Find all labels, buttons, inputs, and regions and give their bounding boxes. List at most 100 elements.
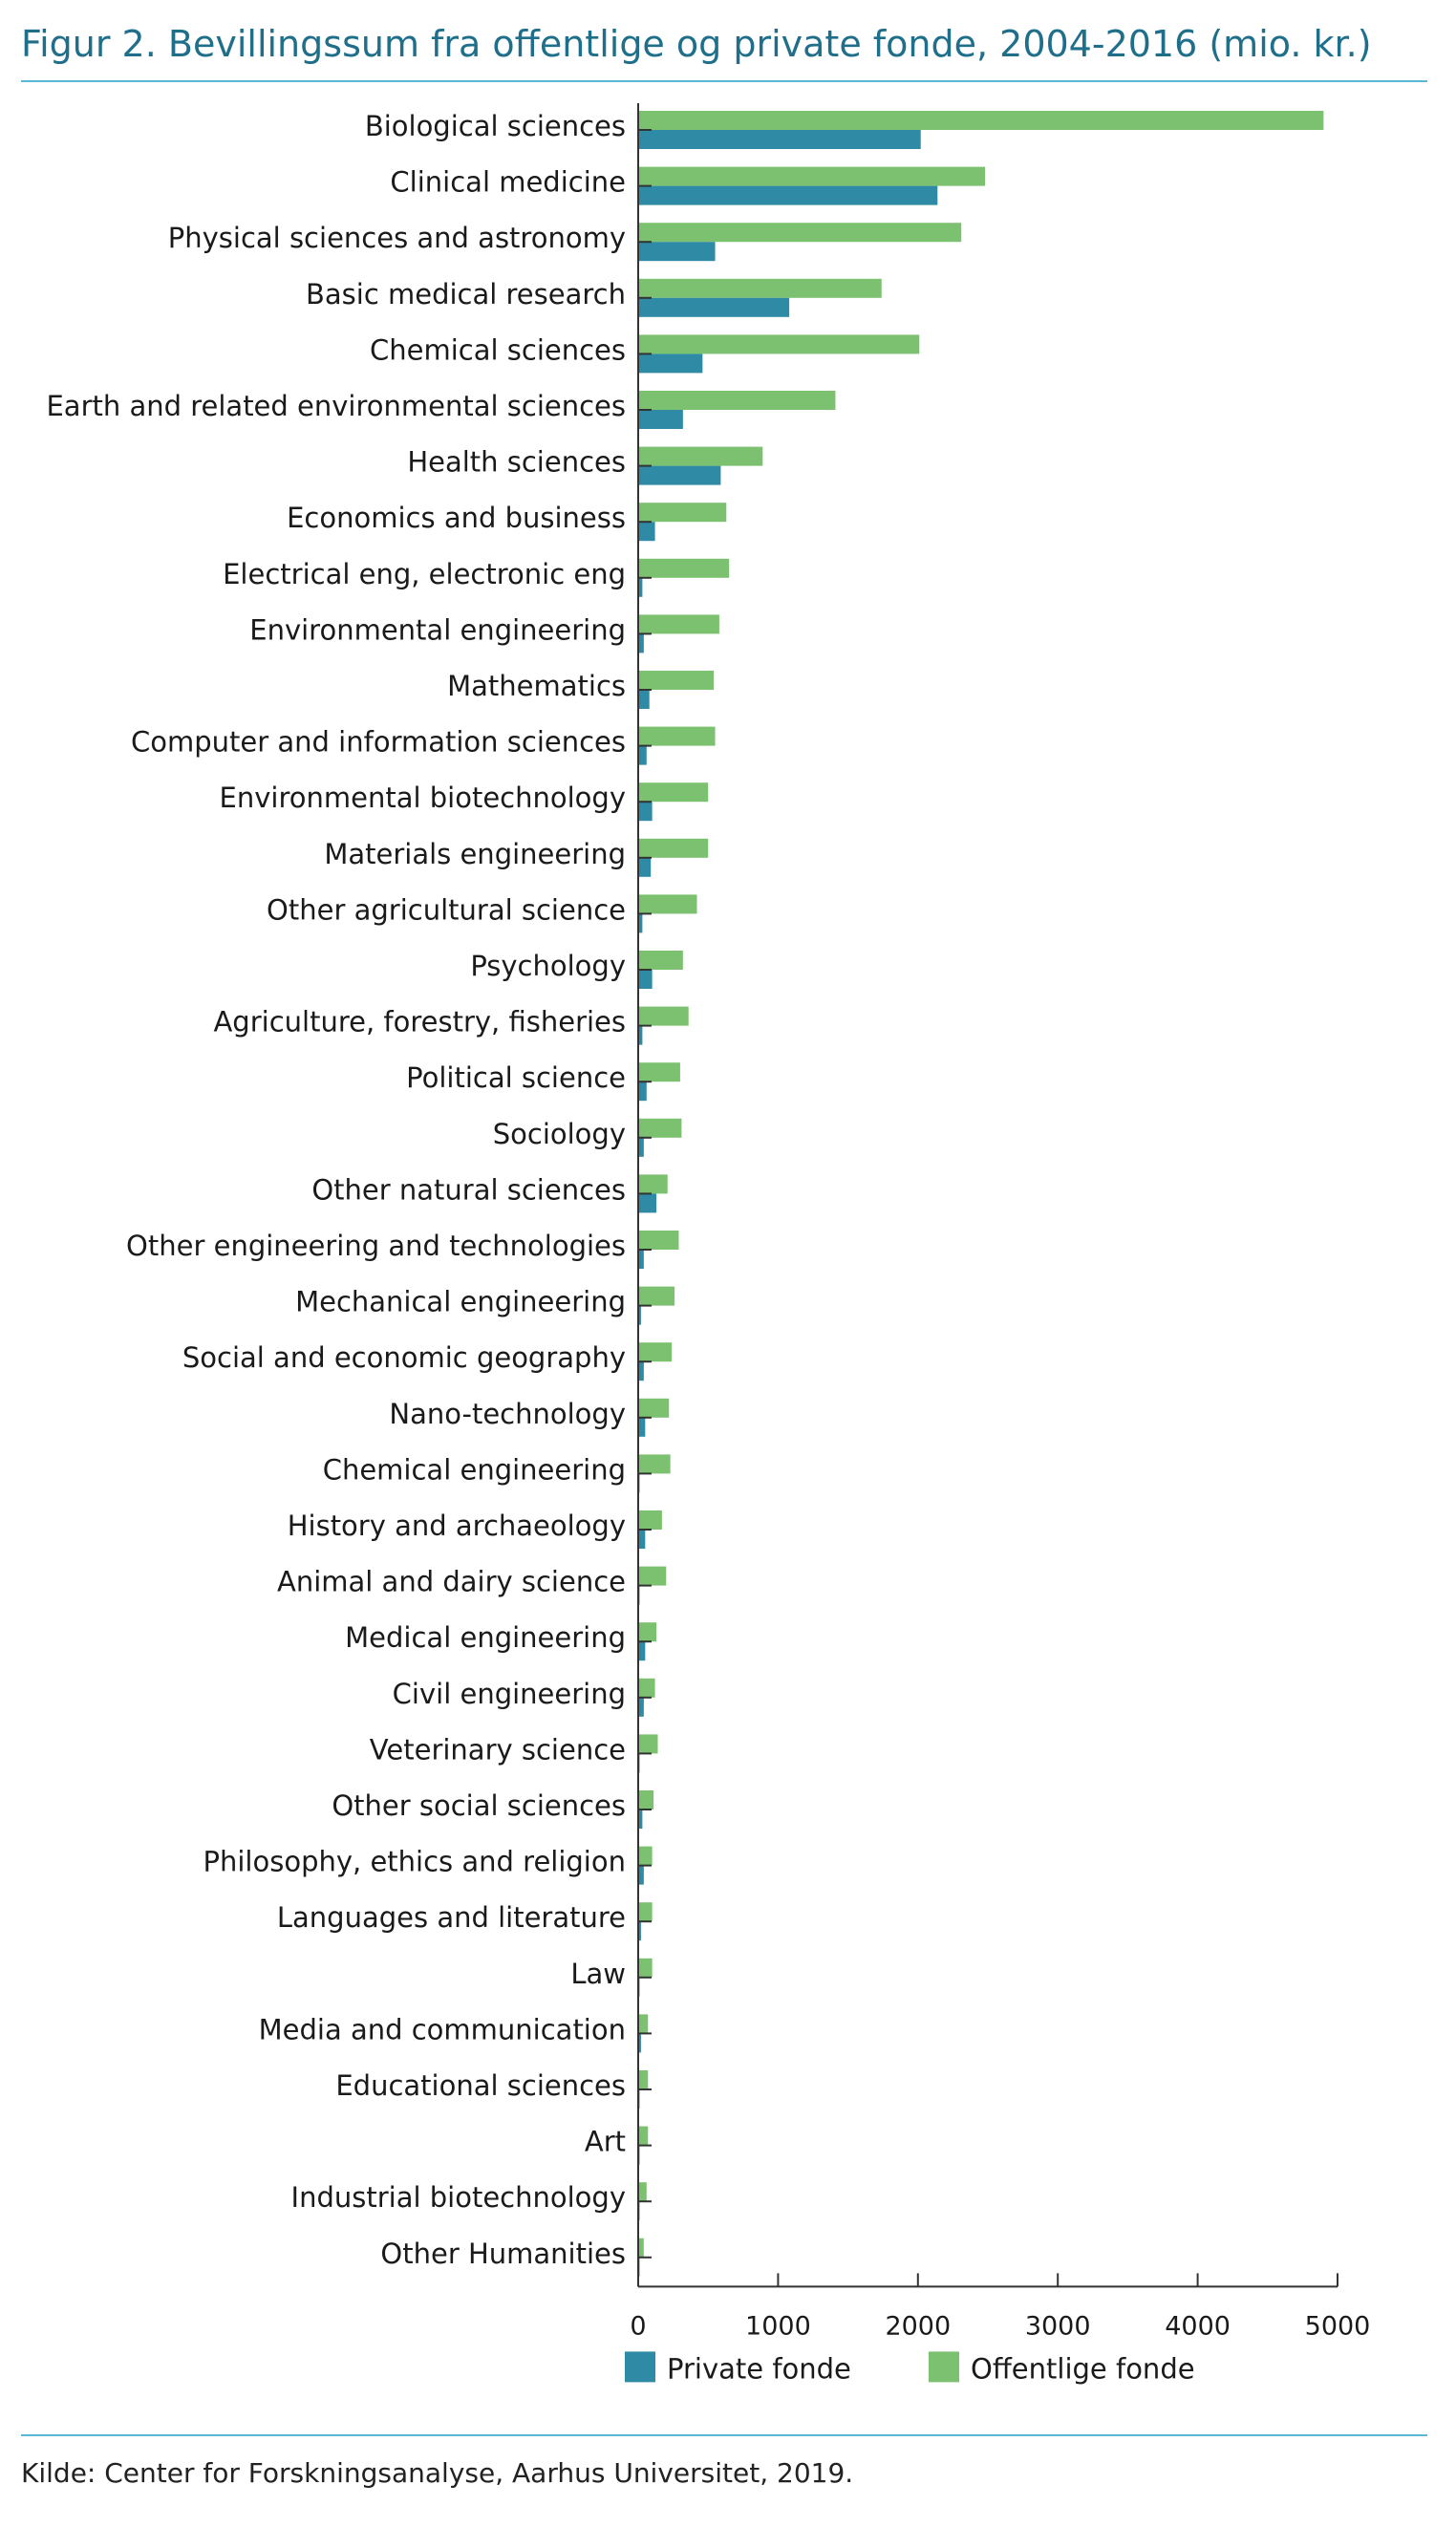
bar-private-fonde	[638, 577, 643, 597]
bar-offentlige-fonde	[638, 503, 727, 523]
category-label: Mathematics	[447, 670, 626, 702]
bar-offentlige-fonde	[638, 951, 683, 970]
bar-offentlige-fonde	[638, 223, 962, 243]
bar-offentlige-fonde	[638, 1678, 655, 1698]
bar-offentlige-fonde	[638, 558, 730, 578]
bar-offentlige-fonde	[638, 1174, 668, 1194]
bar-offentlige-fonde	[638, 1342, 673, 1362]
category-label: Clinical medicine	[390, 166, 626, 199]
bar-offentlige-fonde	[638, 1734, 658, 1754]
bar-private-fonde	[638, 690, 650, 709]
x-tick-label: 3000	[1025, 2311, 1091, 2341]
bar-offentlige-fonde	[638, 1846, 653, 1866]
category-label: Other agricultural science	[267, 893, 626, 926]
bar-private-fonde	[638, 633, 644, 653]
bar-offentlige-fonde	[638, 1566, 667, 1586]
category-label: Biological sciences	[365, 110, 626, 142]
legend-swatch	[625, 2351, 655, 2383]
bar-offentlige-fonde	[638, 2238, 644, 2258]
bar-offentlige-fonde	[638, 1454, 671, 1474]
bar-private-fonde	[638, 353, 703, 374]
bar-private-fonde	[638, 1697, 644, 1717]
bar-offentlige-fonde	[638, 111, 1324, 130]
category-label: Animal and dairy science	[277, 1566, 626, 1598]
bar-offentlige-fonde	[638, 446, 763, 466]
bar-offentlige-fonde	[638, 614, 719, 634]
x-tick-label: 0	[630, 2311, 646, 2341]
x-tick-label: 2000	[885, 2311, 951, 2341]
bar-private-fonde	[638, 745, 647, 765]
category-label: Environmental engineering	[249, 613, 626, 646]
category-label: Materials engineering	[324, 838, 626, 870]
bar-offentlige-fonde	[638, 671, 715, 690]
bar-private-fonde	[638, 1921, 641, 1941]
bar-offentlige-fonde	[638, 2014, 649, 2034]
category-label: Social and economic geography	[182, 1341, 626, 1374]
bar-offentlige-fonde	[638, 782, 709, 803]
category-label: Industrial biotechnology	[291, 2181, 626, 2214]
bar-private-fonde	[638, 1193, 657, 1213]
bar-offentlige-fonde	[638, 1790, 654, 1810]
bar-private-fonde	[638, 297, 790, 317]
bar-private-fonde	[638, 185, 938, 205]
bar-offentlige-fonde	[638, 726, 716, 746]
bar-offentlige-fonde	[638, 391, 836, 410]
bar-offentlige-fonde	[638, 894, 697, 914]
category-label: Civil engineering	[393, 1678, 626, 1710]
category-label: Mechanical engineering	[295, 1286, 626, 1318]
bar-private-fonde	[638, 465, 721, 485]
bar-private-fonde	[638, 1417, 646, 1437]
bar-offentlige-fonde	[638, 166, 986, 186]
bar-offentlige-fonde	[638, 1398, 670, 1418]
bar-offentlige-fonde	[638, 838, 709, 858]
bar-offentlige-fonde	[638, 1958, 653, 1978]
bar-chart: Biological sciences Clinical medicine Phys…	[46, 103, 1371, 2385]
category-label: Earth and related environmental sciences	[46, 390, 626, 422]
bar-offentlige-fonde	[638, 2070, 649, 2089]
bar-private-fonde	[638, 410, 683, 429]
bar-offentlige-fonde	[638, 1231, 679, 1250]
bar-offentlige-fonde	[638, 1510, 662, 1530]
category-label: Agriculture, forestry, fisheries	[213, 1006, 626, 1039]
bar-private-fonde	[638, 1025, 643, 1045]
bar-private-fonde	[638, 2033, 641, 2053]
title-rule	[21, 80, 1427, 82]
category-label: Basic medical research	[306, 278, 626, 311]
category-label: Media and communication	[259, 2013, 626, 2045]
x-tick-label: 4000	[1165, 2311, 1231, 2341]
category-label: Nano-technology	[389, 1398, 626, 1430]
category-label: Economics and business	[287, 502, 626, 534]
bar-private-fonde	[638, 242, 716, 262]
bar-private-fonde	[638, 913, 643, 933]
source-rule	[21, 2434, 1427, 2436]
x-tick-label: 5000	[1305, 2311, 1371, 2341]
category-label: Medical engineering	[345, 1621, 626, 1654]
category-label: Health sciences	[407, 446, 626, 479]
bar-private-fonde	[638, 522, 655, 542]
bar-offentlige-fonde	[638, 1622, 657, 1642]
category-label: Computer and information sciences	[131, 726, 626, 759]
category-label: Other social sciences	[332, 1789, 626, 1822]
source-note: Kilde: Center for Forskningsanalyse, Aar…	[21, 2457, 854, 2489]
bar-offentlige-fonde	[638, 1902, 653, 1922]
category-label: Languages and literature	[277, 1901, 626, 1934]
category-label: Physical sciences and astronomy	[168, 222, 626, 254]
bars	[638, 111, 1324, 2277]
category-labels: Biological sciences Clinical medicine Phys…	[46, 110, 626, 2270]
bar-private-fonde	[638, 1361, 644, 1381]
category-label: Philosophy, ethics and religion	[203, 1846, 627, 1878]
legend-label: Offentlige fonde	[971, 2352, 1195, 2385]
category-label: Other natural sciences	[311, 1173, 626, 1206]
category-label: Sociology	[493, 1118, 626, 1150]
category-label: Educational sciences	[335, 2069, 626, 2102]
category-label: Chemical engineering	[323, 1453, 626, 1486]
bar-private-fonde	[638, 1865, 644, 1885]
category-label: Psychology	[470, 950, 626, 982]
category-label: Other Humanities	[380, 2238, 626, 2270]
bar-offentlige-fonde	[638, 1006, 689, 1026]
bar-private-fonde	[638, 1641, 646, 1661]
category-label: Veterinary science	[370, 1733, 626, 1766]
bar-private-fonde	[638, 1081, 647, 1102]
category-label: History and archaeology	[288, 1510, 626, 1542]
legend-swatch	[929, 2351, 959, 2383]
